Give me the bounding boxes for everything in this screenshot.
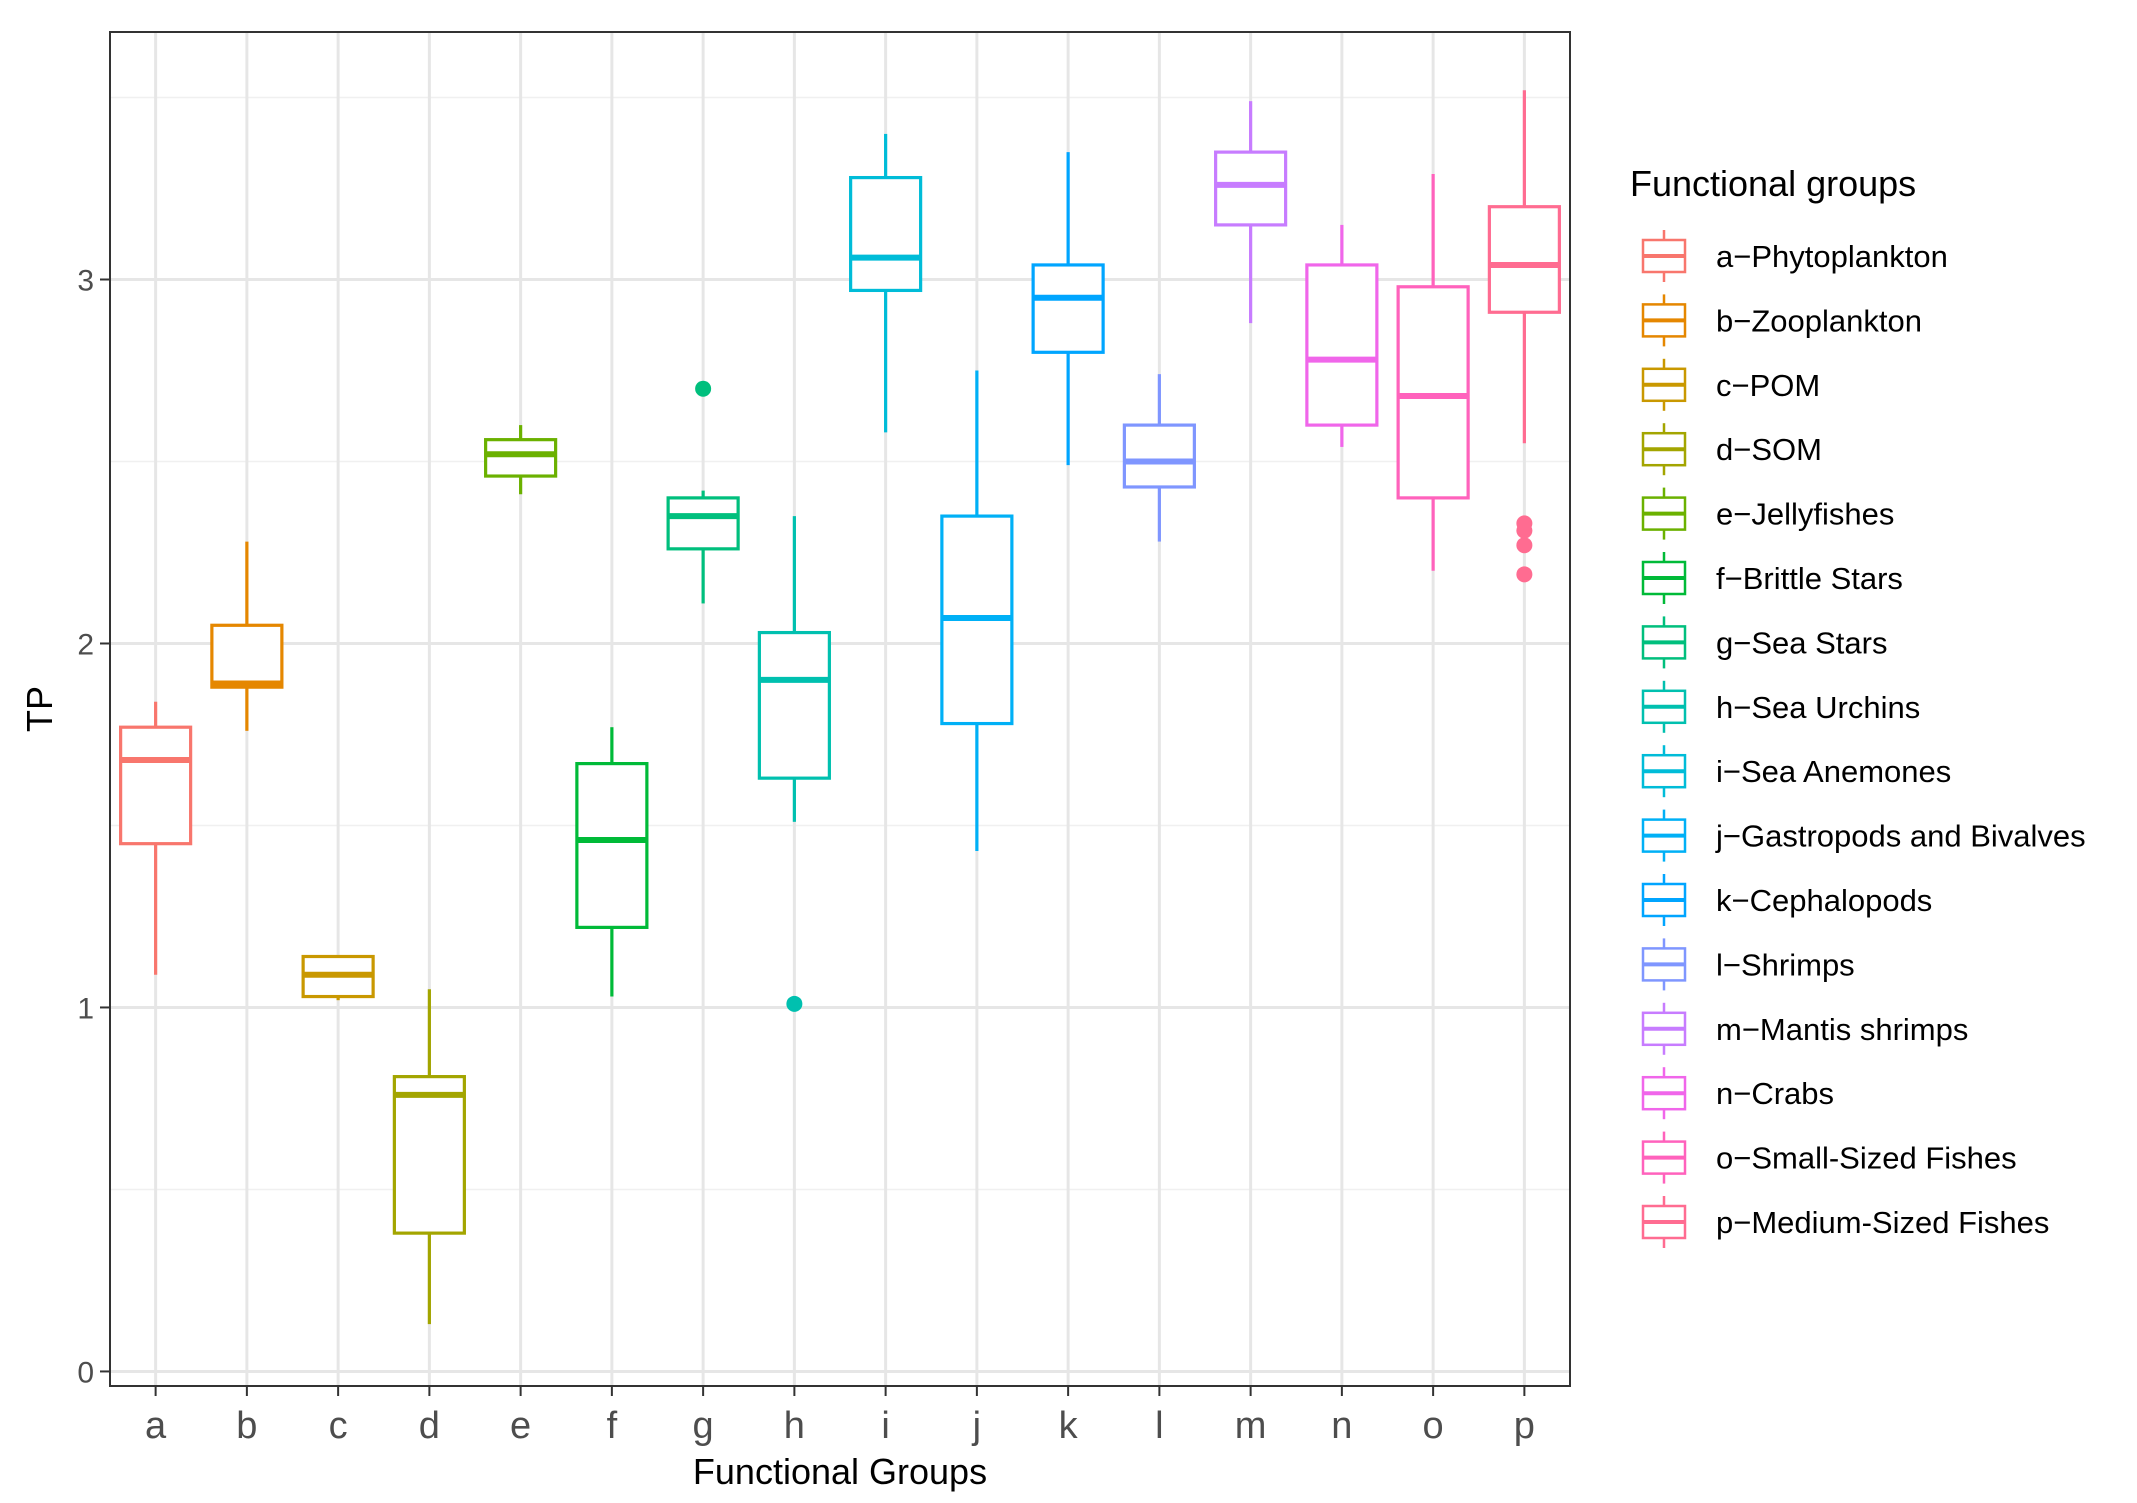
box-f	[575, 727, 649, 997]
legend-item-h: h−Sea Urchins	[1641, 680, 1920, 733]
box-c	[301, 954, 375, 1001]
legend-label: e−Jellyfishes	[1716, 497, 1894, 532]
legend-item-d: d−SOM	[1641, 423, 1822, 476]
legend-label: a−Phytoplankton	[1716, 239, 1948, 274]
x-tick-label: i	[881, 1405, 889, 1447]
y-axis-title: TP	[19, 686, 60, 732]
box-l	[1122, 374, 1196, 542]
legend: Functional groups a−Phytoplankton b−Zoopl…	[1630, 163, 2086, 1248]
legend-item-c: c−POM	[1641, 358, 1820, 411]
box-p	[1487, 90, 1561, 583]
legend-label: k−Cephalopods	[1716, 883, 1932, 918]
legend-label: b−Zooplankton	[1716, 303, 1922, 338]
legend-item-p: p−Medium-Sized Fishes	[1641, 1196, 2049, 1248]
legend-label: n−Crabs	[1716, 1076, 1834, 1111]
legend-item-g: g−Sea Stars	[1641, 616, 1887, 669]
legend-label: m−Mantis shrimps	[1716, 1012, 1968, 1047]
x-tick-label: k	[1059, 1405, 1079, 1447]
box-k	[1031, 152, 1105, 466]
box-o	[1396, 173, 1470, 571]
y-tick-label: 1	[77, 992, 94, 1025]
box-iqr	[1122, 423, 1196, 489]
legend-item-f: f−Brittle Stars	[1641, 552, 1903, 604]
box-iqr	[1487, 205, 1561, 314]
outlier-point	[786, 995, 803, 1012]
legend-label: g−Sea Stars	[1716, 625, 1887, 660]
box-e	[484, 425, 558, 495]
box-iqr	[666, 496, 740, 551]
box-g	[666, 380, 740, 604]
box-iqr	[1031, 263, 1105, 354]
box-iqr	[1396, 285, 1470, 500]
legend-label: c−POM	[1716, 368, 1820, 403]
box-j	[940, 370, 1014, 851]
outlier-point	[695, 380, 712, 397]
legend-item-m: m−Mantis shrimps	[1641, 1002, 1968, 1055]
legend-item-i: i−Sea Anemones	[1641, 745, 1951, 798]
box-iqr	[210, 623, 284, 689]
x-tick-label: a	[145, 1405, 167, 1447]
box-n	[1305, 224, 1379, 447]
legend-item-a: a−Phytoplankton	[1641, 230, 1948, 282]
legend-item-l: l−Shrimps	[1641, 938, 1855, 991]
legend-item-n: n−Crabs	[1641, 1067, 1834, 1120]
box-d	[392, 989, 466, 1325]
box-a	[119, 701, 193, 975]
x-tick-label: l	[1155, 1405, 1163, 1447]
box-b	[210, 541, 284, 731]
panel-border	[109, 31, 1571, 1387]
outlier-point	[1516, 537, 1533, 554]
legend-label: d−SOM	[1716, 432, 1822, 467]
y-tick-label: 0	[77, 1356, 94, 1389]
x-tick-label: d	[419, 1405, 440, 1447]
legend-item-k: k−Cephalopods	[1641, 874, 1932, 926]
legend-label: h−Sea Urchins	[1716, 690, 1920, 725]
legend-item-b: b−Zooplankton	[1641, 294, 1922, 347]
y-tick-label: 2	[77, 628, 94, 661]
box-h	[757, 516, 831, 1012]
x-axis-title: Functional Groups	[693, 1451, 987, 1492]
legend-title: Functional groups	[1630, 163, 1916, 204]
x-tick-label: b	[236, 1405, 257, 1447]
x-tick-label: f	[607, 1405, 618, 1447]
x-tick-label: c	[329, 1405, 348, 1447]
x-tick-label: p	[1514, 1405, 1535, 1447]
box-iqr	[849, 175, 923, 293]
legend-label: l−Shrimps	[1716, 947, 1855, 982]
box-i	[849, 133, 923, 433]
box-iqr	[484, 438, 558, 478]
legend-item-e: e−Jellyfishes	[1641, 487, 1894, 540]
legend-label: p−Medium-Sized Fishes	[1716, 1205, 2049, 1240]
box-iqr	[1305, 263, 1379, 427]
box-iqr	[1214, 150, 1288, 227]
x-tick-label: m	[1235, 1405, 1267, 1447]
box-iqr	[757, 630, 831, 780]
y-tick-label: 3	[77, 265, 94, 298]
legend-item-o: o−Small-Sized Fishes	[1641, 1131, 2017, 1184]
legend-label: j−Gastropods and Bivalves	[1715, 819, 2086, 854]
axes: 0 1 2 3 a b c d e f g h i j k l m n o p	[77, 265, 1535, 1447]
legend-label: i−Sea Anemones	[1716, 754, 1951, 789]
legend-label: o−Small-Sized Fishes	[1716, 1141, 2017, 1176]
legend-item-j: j−Gastropods and Bivalves	[1641, 809, 2086, 862]
x-tick-label: g	[693, 1405, 714, 1447]
outlier-point	[1516, 566, 1533, 583]
legend-label: f−Brittle Stars	[1716, 561, 1903, 596]
x-tick-label: o	[1423, 1405, 1444, 1447]
x-tick-label: n	[1331, 1405, 1352, 1447]
box-iqr	[575, 761, 649, 929]
x-tick-label: j	[972, 1405, 981, 1447]
boxes	[119, 90, 1561, 1325]
box-iqr	[119, 725, 193, 846]
box-m	[1214, 101, 1288, 324]
x-tick-label: h	[784, 1405, 805, 1447]
box-iqr	[392, 1075, 466, 1235]
outlier-point	[1516, 515, 1533, 532]
x-tick-label: e	[510, 1405, 531, 1447]
